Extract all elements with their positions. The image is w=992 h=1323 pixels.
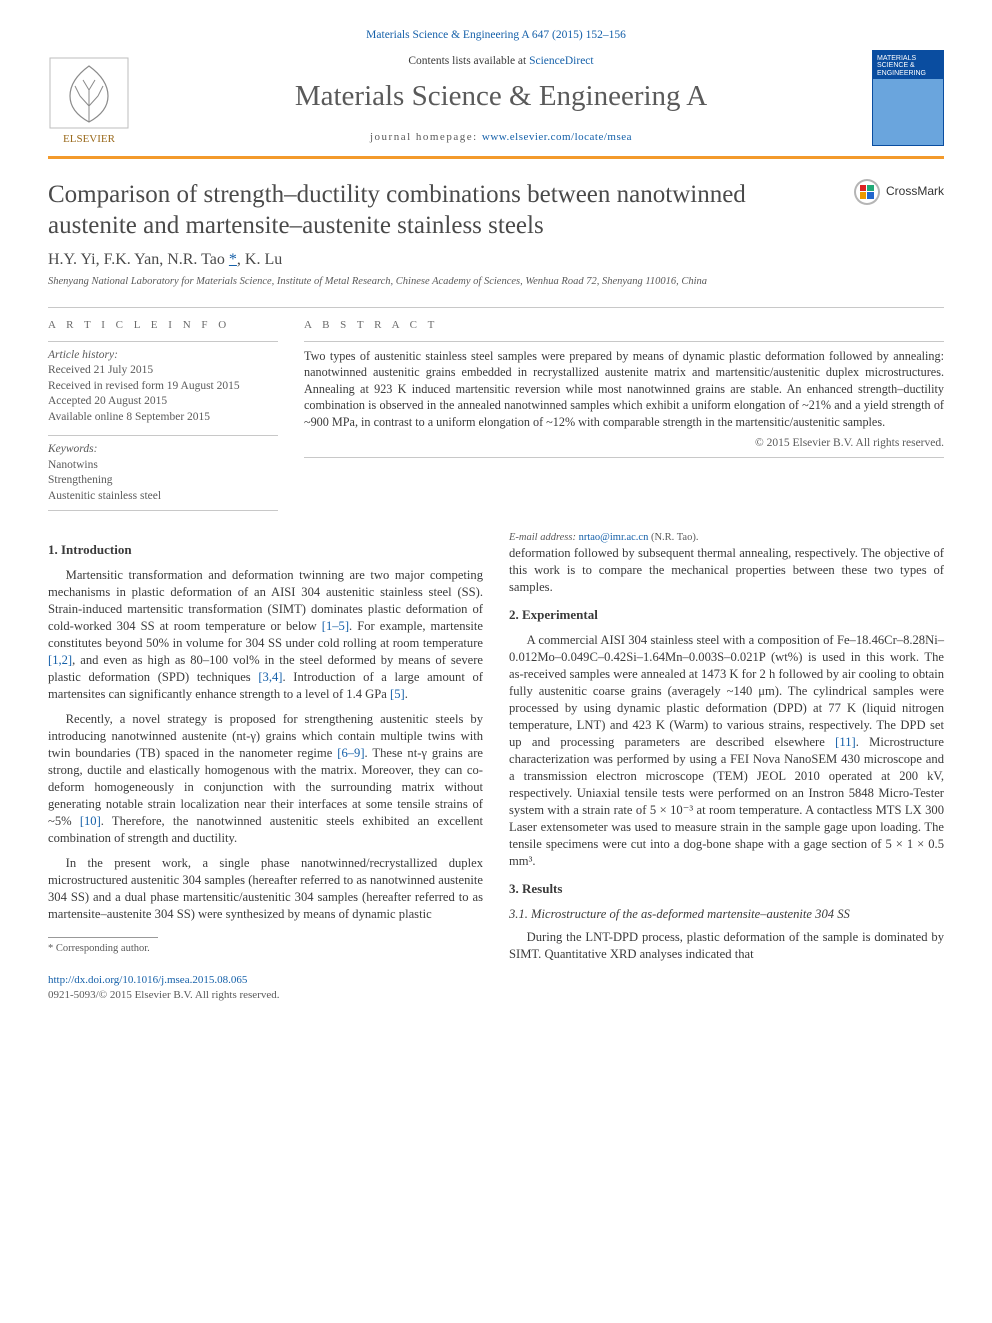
paragraph: Recently, a novel strategy is proposed f… bbox=[48, 711, 483, 847]
citation-link[interactable]: [10] bbox=[80, 814, 101, 828]
paragraph: In the present work, a single phase nano… bbox=[48, 855, 483, 923]
doi-link[interactable]: http://dx.doi.org/10.1016/j.msea.2015.08… bbox=[48, 974, 247, 986]
citation-link[interactable]: [3,4] bbox=[258, 670, 282, 684]
journal-cover-thumb: MATERIALS SCIENCE & ENGINEERING bbox=[872, 50, 944, 146]
footnote-rule bbox=[48, 937, 158, 938]
crossmark-icon bbox=[854, 179, 880, 205]
article-info-heading: A R T I C L E I N F O bbox=[48, 318, 278, 333]
section-heading: 3. Results bbox=[509, 880, 944, 898]
abstract-column: A B S T R A C T Two types of austenitic … bbox=[304, 318, 944, 511]
history-online: Available online 8 September 2015 bbox=[48, 410, 278, 426]
paragraph: Martensitic transformation and deformati… bbox=[48, 567, 483, 703]
history-accepted: Accepted 20 August 2015 bbox=[48, 394, 278, 410]
history-revised: Received in revised form 19 August 2015 bbox=[48, 379, 278, 395]
affiliation: Shenyang National Laboratory for Materia… bbox=[48, 275, 944, 289]
sciencedirect-link[interactable]: ScienceDirect bbox=[529, 55, 594, 67]
section-heading: 2. Experimental bbox=[509, 606, 944, 624]
crossmark-badge[interactable]: CrossMark bbox=[854, 179, 944, 205]
elsevier-tree-icon: ELSEVIER bbox=[48, 56, 130, 146]
crossmark-label: CrossMark bbox=[886, 183, 944, 199]
contents-line: Contents lists available at ScienceDirec… bbox=[146, 54, 856, 70]
article-info-column: A R T I C L E I N F O Article history: R… bbox=[48, 318, 278, 511]
publisher-wordmark: ELSEVIER bbox=[63, 133, 116, 145]
abstract-heading: A B S T R A C T bbox=[304, 318, 944, 333]
corresponding-author-marker[interactable]: * bbox=[229, 251, 237, 268]
journal-homepage-link[interactable]: www.elsevier.com/locate/msea bbox=[482, 131, 632, 143]
keyword: Nanotwins bbox=[48, 458, 278, 474]
journal-citation: Materials Science & Engineering A 647 (2… bbox=[48, 28, 944, 44]
journal-homepage-line: journal homepage: www.elsevier.com/locat… bbox=[146, 130, 856, 145]
doi-line: http://dx.doi.org/10.1016/j.msea.2015.08… bbox=[48, 973, 944, 988]
keywords-label: Keywords: bbox=[48, 442, 278, 458]
citation-link[interactable]: [1–5] bbox=[322, 619, 349, 633]
abstract-text: Two types of austenitic stainless steel … bbox=[304, 348, 944, 430]
keywords-list: Nanotwins Strengthening Austenitic stain… bbox=[48, 458, 278, 505]
abstract-copyright: © 2015 Elsevier B.V. All rights reserved… bbox=[304, 436, 944, 452]
paragraph: A commercial AISI 304 stainless steel wi… bbox=[509, 632, 944, 870]
citation-link[interactable]: [1,2] bbox=[48, 653, 72, 667]
publisher-logo: ELSEVIER bbox=[48, 50, 130, 146]
keyword: Strengthening bbox=[48, 473, 278, 489]
citation-link[interactable]: [5] bbox=[390, 687, 405, 701]
subsection-heading: 3.1. Microstructure of the as-deformed m… bbox=[509, 906, 944, 923]
journal-name: Materials Science & Engineering A bbox=[146, 77, 856, 116]
issn-copyright: 0921-5093/© 2015 Elsevier B.V. All right… bbox=[48, 988, 944, 1003]
paragraph: During the LNT-DPD process, plastic defo… bbox=[509, 929, 944, 963]
author-email-link[interactable]: nrtao@imr.ac.cn bbox=[579, 532, 649, 543]
keyword: Austenitic stainless steel bbox=[48, 489, 278, 505]
citation-link[interactable]: [6–9] bbox=[337, 746, 364, 760]
citation-link[interactable]: [11] bbox=[835, 735, 856, 749]
section-heading: 1. Introduction bbox=[48, 541, 483, 559]
article-body: 1. Introduction Martensitic transformati… bbox=[48, 531, 944, 963]
paragraph-continuation: deformation followed by subsequent therm… bbox=[509, 545, 944, 596]
journal-header: ELSEVIER Contents lists available at Sci… bbox=[48, 50, 944, 159]
history-label: Article history: bbox=[48, 348, 278, 364]
section-divider bbox=[48, 307, 944, 308]
journal-citation-link[interactable]: Materials Science & Engineering A 647 (2… bbox=[366, 29, 626, 41]
author-line: H.Y. Yi, F.K. Yan, N.R. Tao *, K. Lu bbox=[48, 249, 944, 271]
history-received: Received 21 July 2015 bbox=[48, 363, 278, 379]
article-title: Comparison of strength–ductility combina… bbox=[48, 179, 838, 242]
